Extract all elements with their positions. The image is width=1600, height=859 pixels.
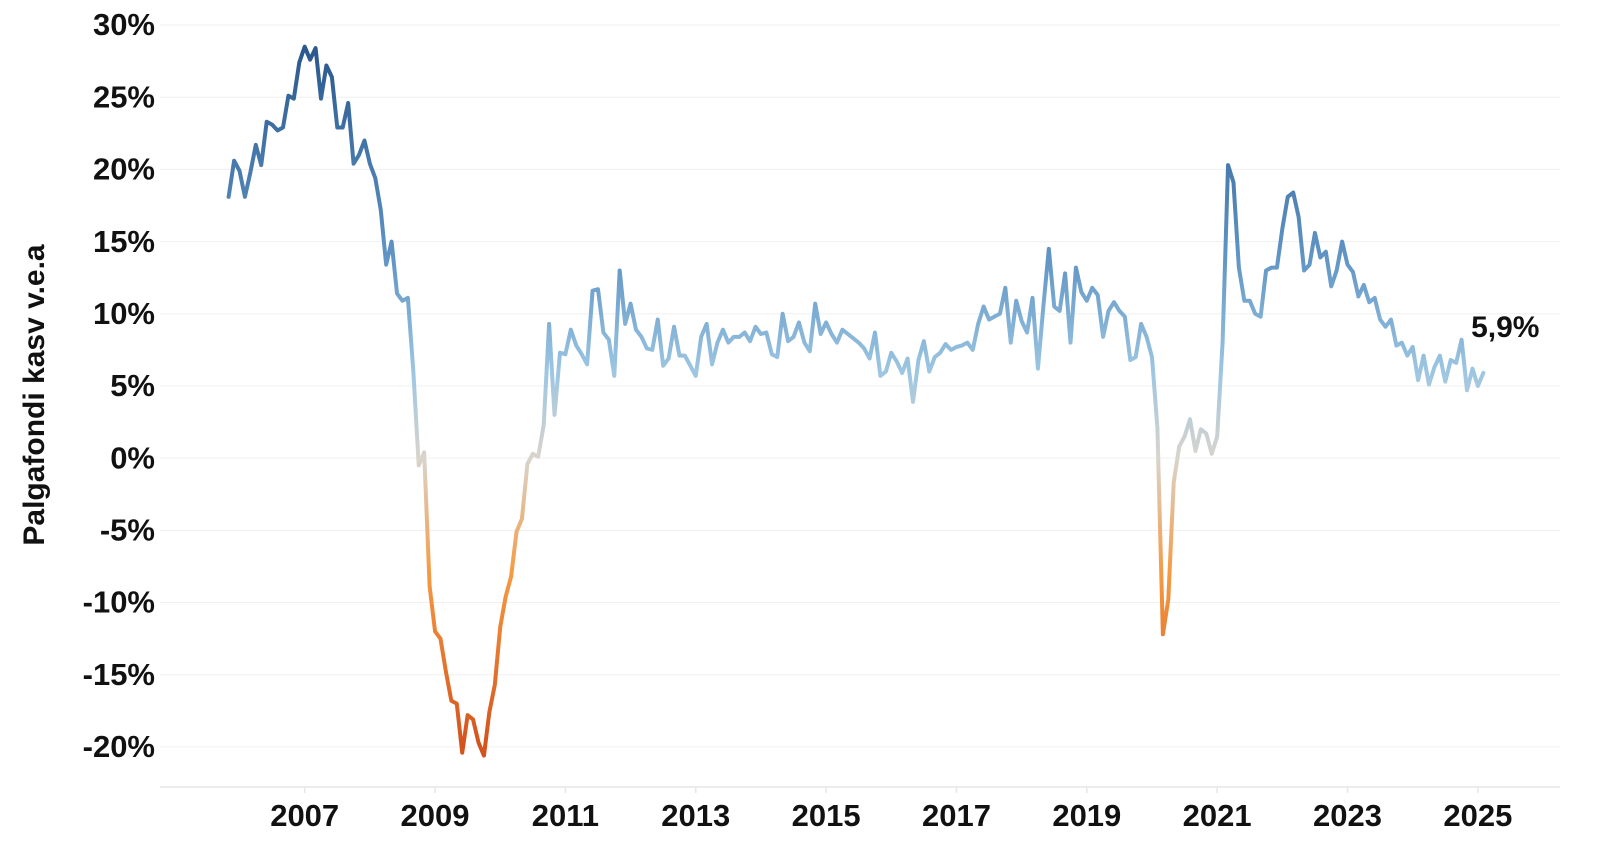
y-tick-label: -5% (100, 513, 155, 548)
last-value-annotation: 5,9% (1471, 311, 1539, 344)
y-tick-label: 10% (93, 296, 155, 331)
x-tick-label: 2023 (1313, 798, 1382, 833)
y-tick-label: -10% (83, 585, 155, 620)
x-tick-label: 2009 (401, 798, 470, 833)
x-tick-label: 2025 (1443, 798, 1512, 833)
y-tick-label: 30% (93, 7, 155, 42)
x-tick-label: 2021 (1183, 798, 1252, 833)
y-axis-label: Palgafondi kasv v.e.a (18, 244, 51, 546)
x-tick-label: 2007 (270, 798, 339, 833)
data-line (226, 44, 1486, 758)
y-tick-label: 25% (93, 79, 155, 114)
y-tick-label: -20% (83, 729, 155, 764)
x-tick-label: 2013 (661, 798, 730, 833)
x-tick-label: 2011 (532, 798, 599, 833)
y-tick-label: 15% (93, 224, 155, 259)
y-tick-label: 0% (110, 440, 155, 475)
y-tick-label: 5% (110, 368, 155, 403)
x-tick-label: 2019 (1052, 798, 1121, 833)
x-tick-label: 2015 (792, 798, 861, 833)
x-tick-label: 2017 (922, 798, 991, 833)
y-tick-label: 20% (93, 152, 155, 187)
y-tick-label: -15% (83, 657, 155, 692)
